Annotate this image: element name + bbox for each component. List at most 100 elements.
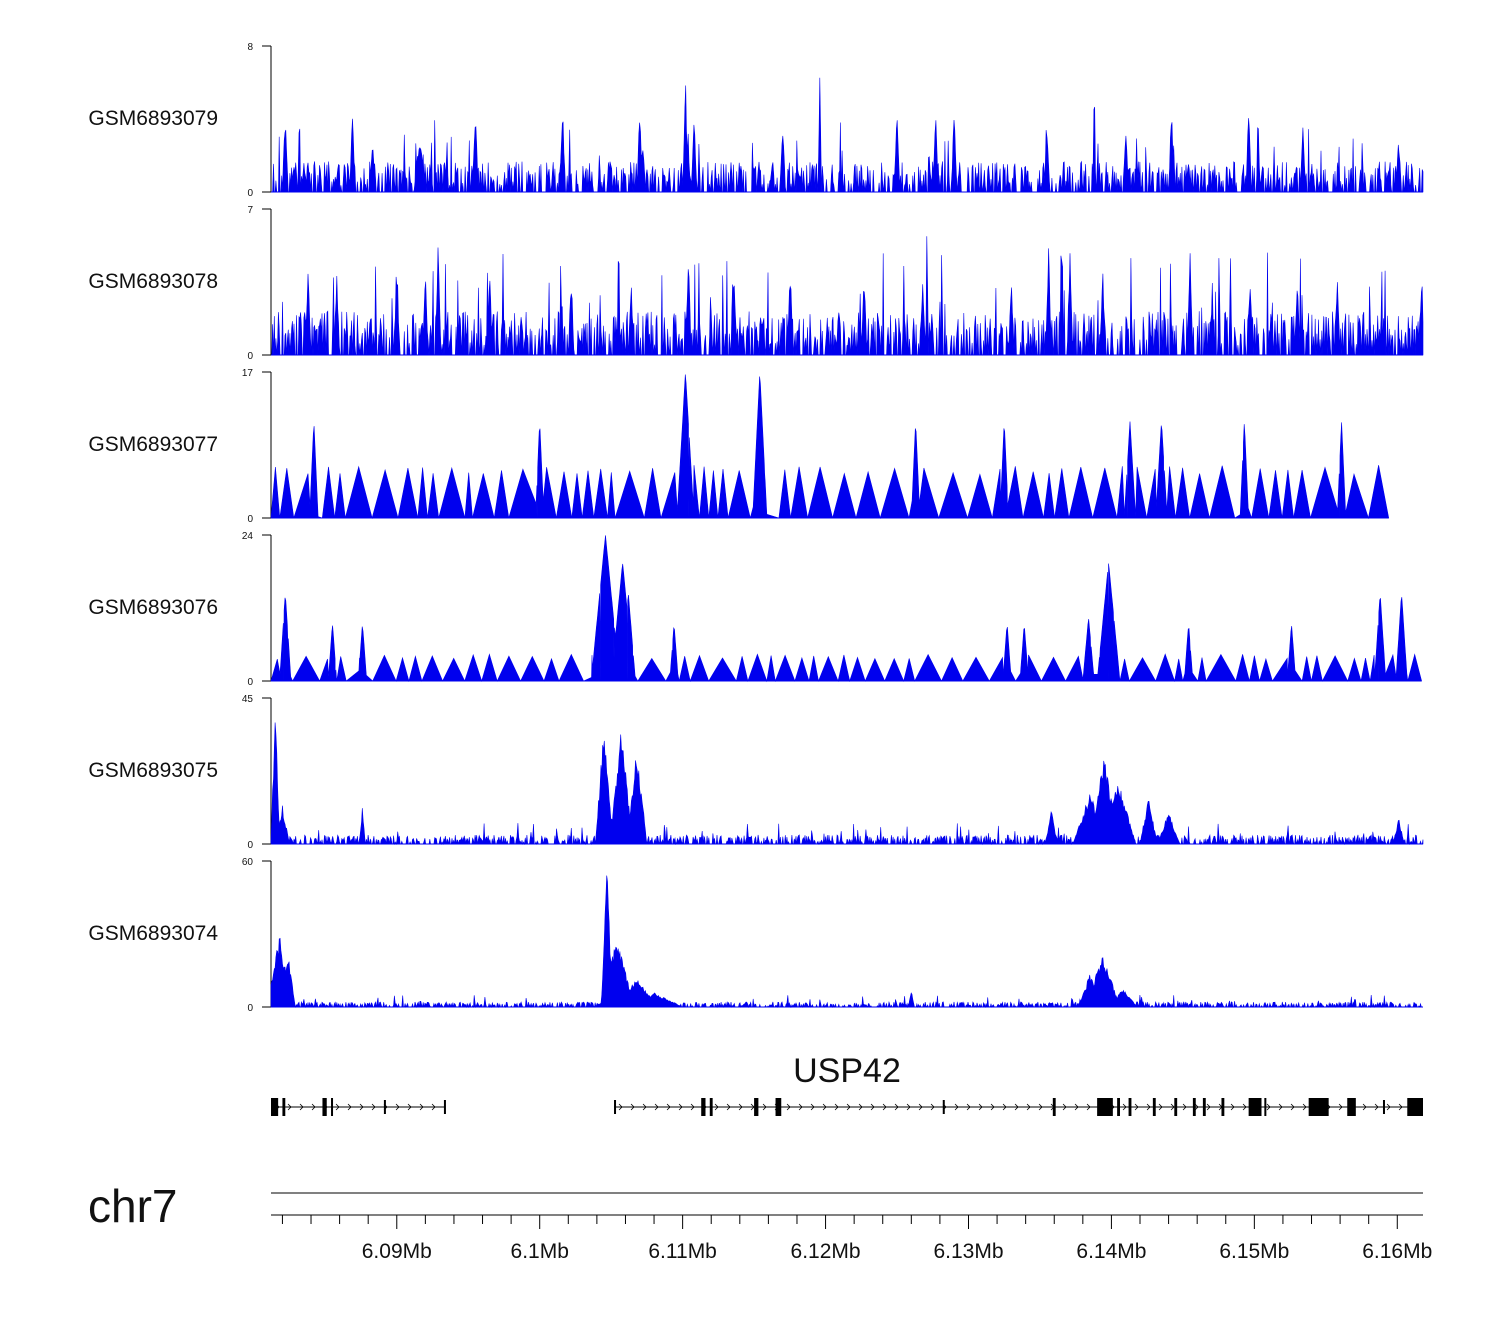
exon-block	[614, 1100, 617, 1114]
strand-arrow	[371, 1103, 376, 1111]
gene-segment-1	[271, 1098, 446, 1116]
axis-tick-label: 6.1Mb	[511, 1240, 569, 1263]
strand-arrow	[1074, 1103, 1079, 1111]
exon-block	[1152, 1098, 1156, 1116]
strand-arrow	[431, 1103, 436, 1111]
strand-arrow	[1230, 1103, 1235, 1111]
signal-tracks: GSM689307980GSM689307870GSM6893077170GSM…	[88, 42, 1424, 1014]
track-GSM6893079: GSM6893079 8 0	[88, 42, 1424, 199]
track-label: GSM6893076	[88, 596, 218, 619]
strand-arrow	[1158, 1103, 1163, 1111]
strand-arrow	[618, 1103, 623, 1111]
chromosome-label: chr7	[88, 1180, 177, 1232]
track-label: GSM6893078	[88, 270, 218, 293]
strand-arrow	[810, 1103, 815, 1111]
track-label: GSM6893074	[88, 922, 218, 945]
strand-arrow	[954, 1103, 959, 1111]
signal-area	[270, 374, 1390, 520]
exon-block	[775, 1098, 782, 1116]
y-tick-label-max: 17	[242, 368, 254, 379]
axis-tick-label: 6.15Mb	[1219, 1240, 1289, 1263]
strand-arrow	[846, 1103, 851, 1111]
y-tick-label-max: 45	[242, 694, 254, 705]
exon-block	[1221, 1098, 1225, 1116]
strand-arrow	[1290, 1103, 1295, 1111]
exon-block	[1174, 1098, 1178, 1116]
strand-arrow	[738, 1103, 743, 1111]
strand-arrow	[834, 1103, 839, 1111]
track-GSM6893078: GSM6893078 7 0	[88, 205, 1424, 362]
strand-arrow	[1182, 1103, 1187, 1111]
strand-arrow	[906, 1103, 911, 1111]
strand-arrow	[978, 1103, 983, 1111]
strand-arrow	[750, 1103, 755, 1111]
track-label: GSM6893077	[88, 433, 218, 456]
exon-block	[322, 1098, 327, 1116]
track-GSM6893077: GSM6893077 17 0	[88, 368, 1390, 525]
strand-arrow	[930, 1103, 935, 1111]
y-tick-label-min: 0	[247, 514, 253, 525]
signal-area	[270, 722, 1424, 846]
track-GSM6893074: GSM6893074 60 0	[88, 857, 1423, 1014]
strand-arrow	[1002, 1103, 1007, 1111]
strand-arrow	[1086, 1103, 1091, 1111]
strand-arrow	[407, 1103, 412, 1111]
axis-tick-label: 6.09Mb	[362, 1240, 432, 1263]
exon-block	[1407, 1098, 1423, 1116]
exon-block	[709, 1098, 713, 1116]
strand-arrow	[311, 1103, 316, 1111]
strand-arrow	[990, 1103, 995, 1111]
strand-arrow	[678, 1103, 683, 1111]
strand-arrow	[1386, 1103, 1391, 1111]
genomic-axis: chr7 6.09Mb 6.1Mb 6.11Mb 6.12Mb 6.13Mb 6.14Mb…	[88, 1180, 1432, 1263]
y-tick-label-max: 8	[247, 42, 253, 53]
track-label: GSM6893079	[88, 107, 218, 130]
signal-area	[270, 875, 1423, 1009]
axis-tick-label: 6.13Mb	[933, 1240, 1003, 1263]
axis-tick-label: 6.14Mb	[1076, 1240, 1146, 1263]
strand-arrow	[1302, 1103, 1307, 1111]
strand-arrow	[762, 1103, 767, 1111]
strand-arrow	[1062, 1103, 1067, 1111]
strand-arrow	[1374, 1103, 1379, 1111]
y-tick-label-max: 7	[247, 205, 253, 216]
track-GSM6893075: GSM6893075 45 0	[88, 694, 1424, 851]
gene-name-label: USP42	[793, 1052, 901, 1090]
strand-arrow	[287, 1103, 292, 1111]
strand-arrow	[335, 1103, 340, 1111]
exon-block	[282, 1098, 286, 1116]
y-tick-label-max: 60	[242, 857, 254, 868]
strand-arrow	[1206, 1103, 1211, 1111]
strand-arrow	[666, 1103, 671, 1111]
signal-area	[271, 77, 1424, 193]
y-tick-label-min: 0	[247, 677, 253, 688]
strand-arrow	[1014, 1103, 1019, 1111]
exon-block	[331, 1098, 334, 1116]
strand-arrow	[1026, 1103, 1031, 1111]
strand-arrow	[1338, 1103, 1343, 1111]
exon-block	[1202, 1098, 1206, 1116]
exon-block	[942, 1100, 945, 1114]
strand-arrow	[654, 1103, 659, 1111]
exon-block	[754, 1098, 759, 1116]
strand-arrow	[918, 1103, 923, 1111]
axis-tick-label: 6.12Mb	[791, 1240, 861, 1263]
strand-arrow	[1278, 1103, 1283, 1111]
y-tick-label-max: 24	[242, 531, 254, 542]
strand-arrow	[966, 1103, 971, 1111]
exon-block	[1192, 1098, 1196, 1116]
y-tick-label-min: 0	[247, 1003, 253, 1014]
strand-arrow	[858, 1103, 863, 1111]
strand-arrow	[882, 1103, 887, 1111]
strand-arrow	[642, 1103, 647, 1111]
strand-arrow	[1170, 1103, 1175, 1111]
strand-arrow	[870, 1103, 875, 1111]
strand-arrow	[347, 1103, 352, 1111]
exon-block	[701, 1098, 706, 1116]
exon-block	[1052, 1098, 1056, 1116]
exon-block	[1097, 1098, 1113, 1116]
y-tick-label-min: 0	[247, 188, 253, 199]
signal-area	[271, 236, 1424, 356]
strand-arrow	[1038, 1103, 1043, 1111]
